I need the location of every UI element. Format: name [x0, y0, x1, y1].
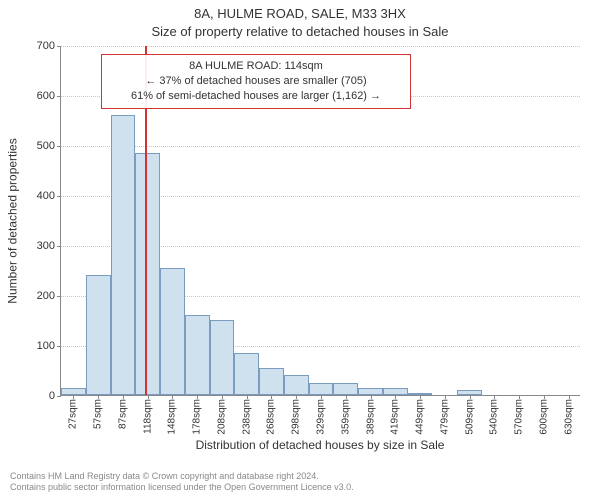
xtick-label: 298sqm: [291, 399, 302, 435]
histogram-bar: [86, 275, 111, 395]
histogram-bar: [210, 320, 235, 395]
x-axis-label: Distribution of detached houses by size …: [60, 438, 580, 452]
y-axis-label: Number of detached properties: [6, 138, 20, 303]
xtick-label: 57sqm: [93, 399, 104, 429]
gridline: [61, 46, 580, 47]
xtick-label: 238sqm: [241, 399, 252, 435]
xtick-label: 27sqm: [68, 399, 79, 429]
xtick-label: 600sqm: [538, 399, 549, 435]
footer-line-1: Contains HM Land Registry data © Crown c…: [10, 471, 590, 483]
ytick-mark: [57, 96, 61, 97]
xtick-label: 479sqm: [439, 399, 450, 435]
xtick-label: 509sqm: [464, 399, 475, 435]
title-subtitle: Size of property relative to detached ho…: [0, 24, 600, 39]
gridline: [61, 146, 580, 147]
ytick-mark: [57, 346, 61, 347]
annotation-line-1: 8A HULME ROAD: 114sqm: [110, 59, 402, 74]
ytick-label: 400: [37, 190, 55, 202]
xtick-label: 87sqm: [117, 399, 128, 429]
xtick-label: 540sqm: [489, 399, 500, 435]
histogram-bar: [383, 388, 408, 396]
histogram-bar: [111, 115, 136, 395]
ytick-mark: [57, 196, 61, 197]
footer-attribution: Contains HM Land Registry data © Crown c…: [10, 471, 590, 494]
xtick-label: 570sqm: [514, 399, 525, 435]
histogram-bar: [61, 388, 86, 396]
xtick-label: 630sqm: [563, 399, 574, 435]
ytick-mark: [57, 396, 61, 397]
xtick-label: 419sqm: [390, 399, 401, 435]
xtick-label: 208sqm: [216, 399, 227, 435]
annotation-box: 8A HULME ROAD: 114sqm← 37% of detached h…: [101, 54, 411, 109]
xtick-label: 389sqm: [365, 399, 376, 435]
histogram-bar: [259, 368, 284, 396]
histogram-bar: [333, 383, 358, 396]
histogram-bar: [309, 383, 334, 396]
histogram-bar: [358, 388, 383, 396]
ytick-label: 0: [49, 390, 55, 402]
y-axis-label-container: Number of detached properties: [6, 46, 20, 396]
ytick-label: 700: [37, 40, 55, 52]
xtick-label: 449sqm: [415, 399, 426, 435]
histogram-bar: [135, 153, 160, 396]
xtick-label: 268sqm: [266, 399, 277, 435]
footer-line-2: Contains public sector information licen…: [10, 482, 590, 494]
histogram-bar: [185, 315, 210, 395]
ytick-label: 300: [37, 240, 55, 252]
xtick-label: 148sqm: [167, 399, 178, 435]
ytick-label: 200: [37, 290, 55, 302]
histogram-bar: [284, 375, 309, 395]
title-address: 8A, HULME ROAD, SALE, M33 3HX: [0, 6, 600, 21]
chart-plot-area: 010020030040050060070027sqm57sqm87sqm118…: [60, 46, 580, 396]
ytick-mark: [57, 46, 61, 47]
ytick-label: 100: [37, 340, 55, 352]
xtick-label: 178sqm: [192, 399, 203, 435]
ytick-mark: [57, 146, 61, 147]
xtick-label: 118sqm: [142, 399, 153, 434]
annotation-line-2: ← 37% of detached houses are smaller (70…: [110, 74, 402, 89]
ytick-mark: [57, 296, 61, 297]
histogram-bar: [160, 268, 185, 396]
xtick-label: 329sqm: [316, 399, 327, 435]
xtick-label: 359sqm: [340, 399, 351, 435]
histogram-bar: [234, 353, 259, 396]
ytick-mark: [57, 246, 61, 247]
annotation-line-3: 61% of semi-detached houses are larger (…: [110, 89, 402, 104]
ytick-label: 600: [37, 90, 55, 102]
ytick-label: 500: [37, 140, 55, 152]
